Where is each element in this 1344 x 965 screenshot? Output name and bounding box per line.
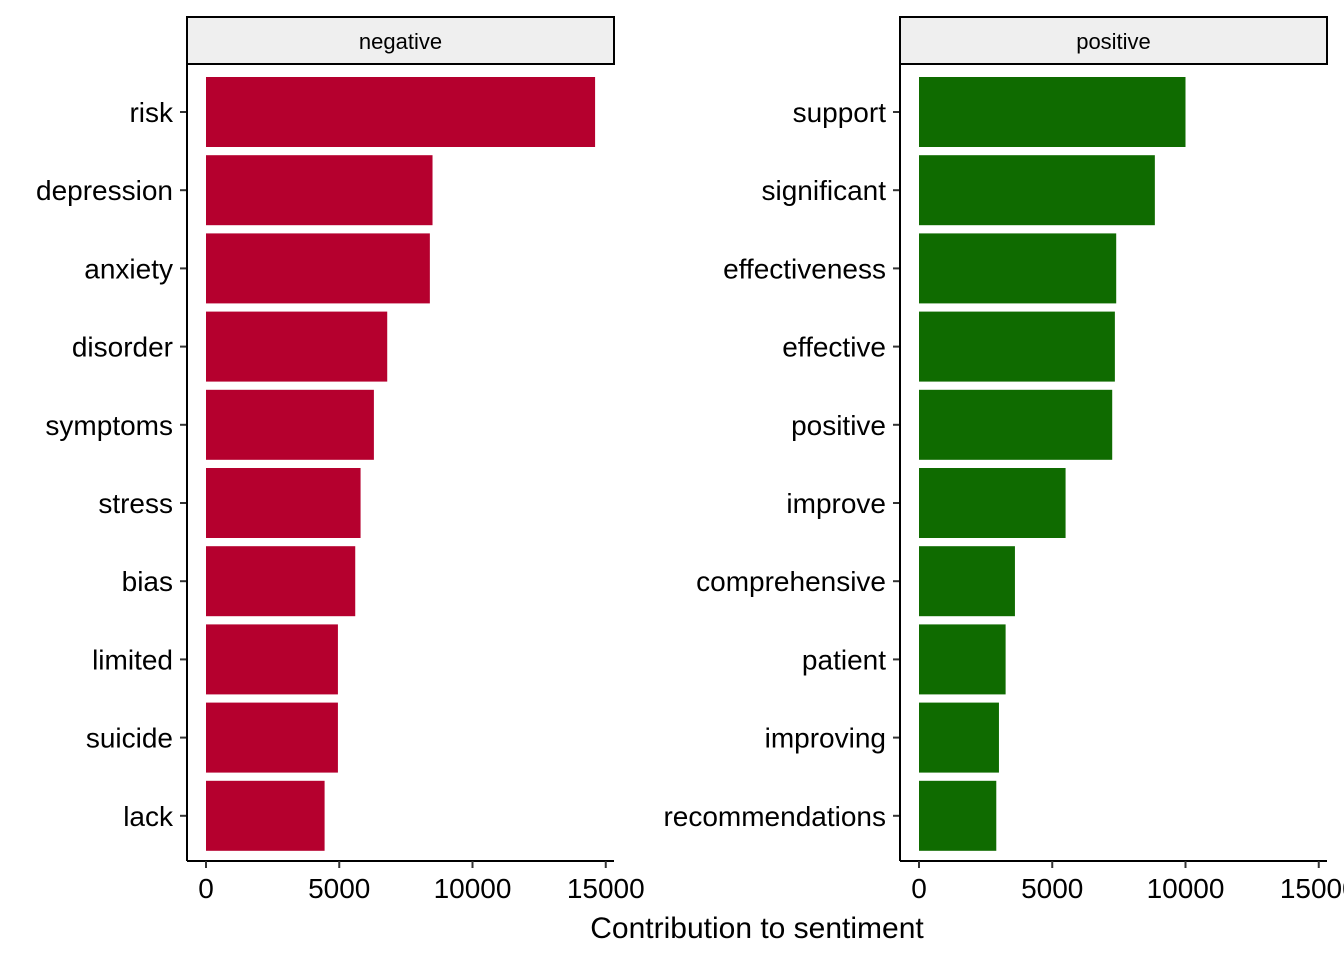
bar [919, 546, 1015, 617]
category-label: improving [765, 723, 886, 754]
facet-strip-label: positive [1076, 29, 1151, 54]
category-label: effective [782, 332, 886, 363]
facet-strip [899, 16, 1328, 65]
category-label: improve [786, 488, 886, 519]
x-tick-label: 5000 [1021, 873, 1083, 904]
category-label: bias [122, 566, 173, 597]
bar [919, 155, 1155, 226]
category-label: patient [802, 644, 886, 675]
bar [206, 389, 374, 460]
bar [206, 702, 338, 773]
x-tick-label: 15000 [567, 873, 645, 904]
bar [206, 233, 430, 304]
category-label: anxiety [84, 253, 173, 284]
category-label: significant [761, 175, 886, 206]
bar [206, 311, 388, 382]
x-tick-label: 0 [198, 873, 214, 904]
bar [919, 780, 997, 851]
x-tick-label: 0 [911, 873, 927, 904]
x-tick-label: 10000 [434, 873, 512, 904]
bar [919, 233, 1117, 304]
bar [919, 702, 999, 773]
category-label: recommendations [663, 801, 886, 832]
x-axis-title: Contribution to sentiment [590, 912, 924, 945]
category-label: comprehensive [696, 566, 886, 597]
category-label: risk [129, 97, 174, 128]
category-label: suicide [86, 723, 173, 754]
category-label: lack [123, 801, 174, 832]
bar [919, 77, 1186, 147]
bar [206, 780, 325, 851]
bar [206, 468, 361, 538]
category-label: support [793, 97, 887, 128]
bar [206, 546, 356, 617]
x-tick-label: 5000 [308, 873, 370, 904]
category-label: positive [791, 410, 886, 441]
bar [206, 77, 596, 147]
bar [919, 468, 1066, 538]
category-label: effectiveness [723, 253, 886, 284]
category-label: disorder [72, 332, 173, 363]
bar [919, 311, 1115, 382]
category-label: symptoms [45, 410, 173, 441]
facet-strip-label: negative [359, 29, 442, 54]
facet-strip [186, 16, 615, 65]
bar [919, 389, 1113, 460]
category-label: stress [98, 488, 173, 519]
bar [206, 624, 338, 695]
category-label: limited [92, 644, 173, 675]
x-tick-label: 10000 [1147, 873, 1225, 904]
x-tick-label: 15000 [1280, 873, 1344, 904]
category-label: depression [36, 175, 173, 206]
bar [919, 624, 1006, 695]
bar [206, 155, 433, 226]
